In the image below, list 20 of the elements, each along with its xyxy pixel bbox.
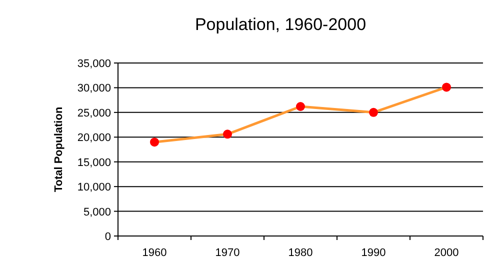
x-tick-label: 1970 [215,247,240,259]
point [150,138,159,147]
y-axis-title: Total Population [53,106,65,192]
y-tick-label: 10,000 [77,182,111,194]
y-tick-label: 25,000 [77,107,111,120]
x-tick-label: 1980 [288,247,313,259]
y-tick-label: 35,000 [77,58,111,70]
point [442,82,451,92]
point [223,130,232,139]
chart-title: Population, 1960-2000 [194,15,366,34]
x-tick-label: 2000 [434,247,459,259]
y-tick-label: 30,000 [77,82,111,95]
y-tick-label: 5,000 [83,206,111,218]
point [296,102,305,111]
y-tick-label: 20,000 [77,132,111,144]
y-tick-label: 0 [104,231,111,243]
x-tick-label: 1990 [361,247,386,259]
y-tick-label: 15,000 [77,156,111,169]
x-tick-label: 1960 [142,247,167,259]
point [369,108,378,117]
